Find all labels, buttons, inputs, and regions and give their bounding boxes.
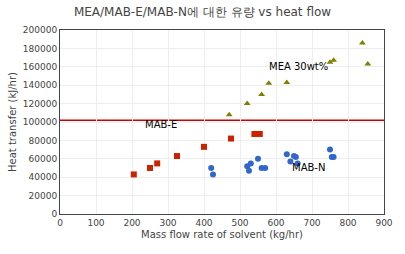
- svg-text:900: 900: [375, 218, 392, 228]
- svg-text:140000: 140000: [23, 80, 58, 90]
- svg-text:100: 100: [87, 218, 104, 228]
- svg-text:100000: 100000: [23, 117, 58, 127]
- svg-text:Heat transfer (kJ/hr): Heat transfer (kJ/hr): [7, 72, 18, 172]
- svg-text:500: 500: [231, 218, 248, 228]
- svg-text:700: 700: [303, 218, 320, 228]
- svg-text:MAB-N: MAB-N: [292, 162, 325, 173]
- svg-text:0: 0: [57, 218, 63, 228]
- svg-text:600: 600: [267, 218, 284, 228]
- svg-text:200000: 200000: [23, 25, 58, 35]
- svg-text:800: 800: [339, 218, 356, 228]
- svg-text:120000: 120000: [23, 99, 58, 109]
- svg-text:0: 0: [51, 209, 57, 219]
- svg-text:180000: 180000: [23, 44, 58, 54]
- svg-text:MEA 30wt%: MEA 30wt%: [269, 61, 328, 72]
- svg-text:MAB-E: MAB-E: [145, 119, 177, 130]
- svg-text:80000: 80000: [29, 136, 58, 146]
- svg-text:300: 300: [159, 218, 176, 228]
- svg-text:Mass flow rate of solvent (kg/: Mass flow rate of solvent (kg/hr): [141, 229, 303, 240]
- svg-text:400: 400: [195, 218, 212, 228]
- svg-text:MEA/MAB-E/MAB-N에 대한 유량 vs heat: MEA/MAB-E/MAB-N에 대한 유량 vs heat flow: [74, 5, 331, 19]
- svg-text:160000: 160000: [23, 62, 58, 72]
- svg-text:200: 200: [123, 218, 140, 228]
- svg-text:60000: 60000: [29, 154, 58, 164]
- svg-text:40000: 40000: [29, 172, 58, 182]
- svg-text:20000: 20000: [29, 191, 58, 201]
